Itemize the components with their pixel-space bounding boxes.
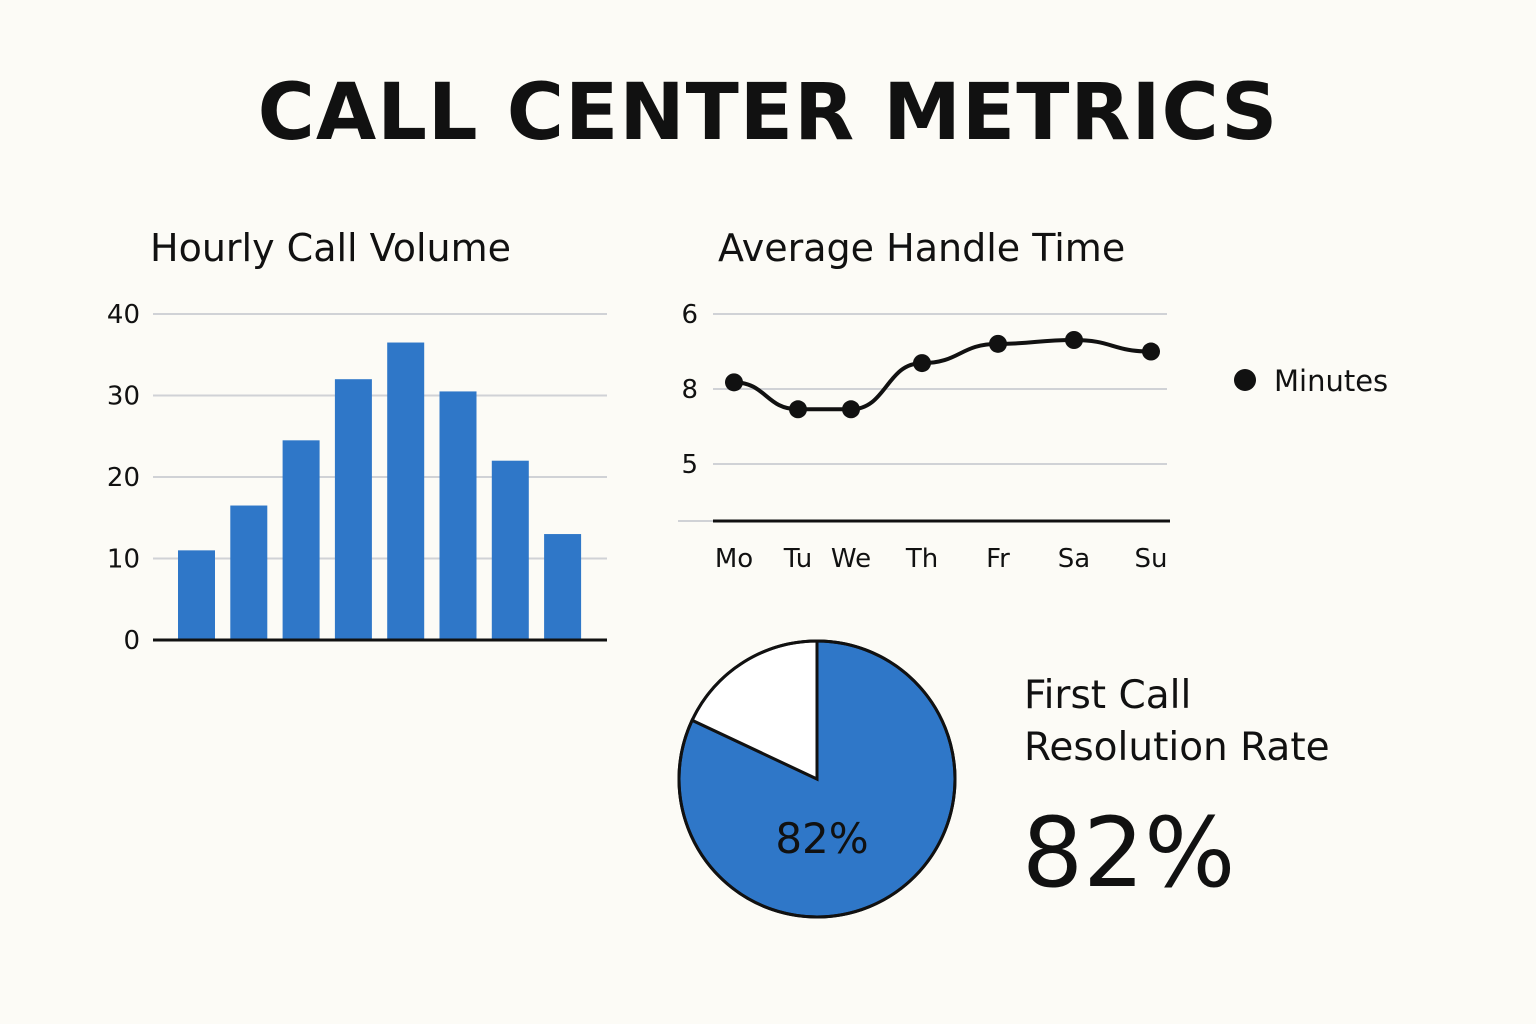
line-x-tick: Su (1135, 544, 1168, 574)
bar-y-tick: 0 (123, 626, 140, 656)
pie-slice-label: 82% (775, 814, 868, 863)
pie-outline (677, 639, 957, 919)
kpi-label-line2: Resolution Rate (1024, 725, 1330, 770)
kpi-value: 82% (1022, 797, 1236, 909)
line-y-tick: 5 (681, 450, 698, 480)
bar (491, 460, 529, 640)
bar (387, 342, 425, 640)
bar-y-tick: 10 (107, 545, 140, 575)
bar-y-tick: 30 (107, 382, 140, 412)
kpi-label: First Call Resolution Rate (1024, 670, 1444, 774)
line-point (1065, 331, 1083, 349)
line-chart-title: Average Handle Time (718, 226, 1126, 270)
line-x-tick: Mo (715, 544, 753, 574)
pie-chart: 82% (677, 639, 957, 919)
bar (178, 550, 215, 640)
bar (544, 534, 582, 640)
line-x-tick: Sa (1058, 544, 1090, 574)
line-y-tick: 8 (681, 375, 698, 405)
line-point (989, 334, 1007, 353)
bar (230, 505, 268, 640)
bar-y-tick: 40 (107, 300, 140, 330)
page-title: CALL CENTER METRICS (257, 68, 1279, 158)
line-x-tick: Fr (986, 544, 1010, 574)
bar (334, 379, 372, 640)
line-x-tick: Th (905, 544, 938, 574)
legend-label: Minutes (1274, 364, 1388, 398)
line-point (725, 373, 743, 392)
line-point (1142, 342, 1160, 361)
bar-chart-title: Hourly Call Volume (150, 226, 511, 270)
line-point (913, 354, 931, 373)
bar (282, 440, 320, 640)
line-point (842, 400, 860, 419)
legend-marker (1234, 369, 1256, 391)
series-line (733, 337, 1152, 412)
bar-chart: 0 10 20 30 40 (107, 300, 607, 656)
line-y-tick: 6 (681, 300, 698, 330)
kpi-label-line1: First Call (1024, 673, 1192, 718)
line-chart: 6 8 5 Mo Tu We Th Fr Sa Su Minutes (678, 300, 1388, 574)
bar (439, 391, 477, 640)
line-x-tick: We (831, 544, 871, 574)
line-point (789, 400, 807, 419)
bar-y-tick: 20 (107, 463, 140, 493)
line-x-tick: Tu (783, 544, 812, 574)
